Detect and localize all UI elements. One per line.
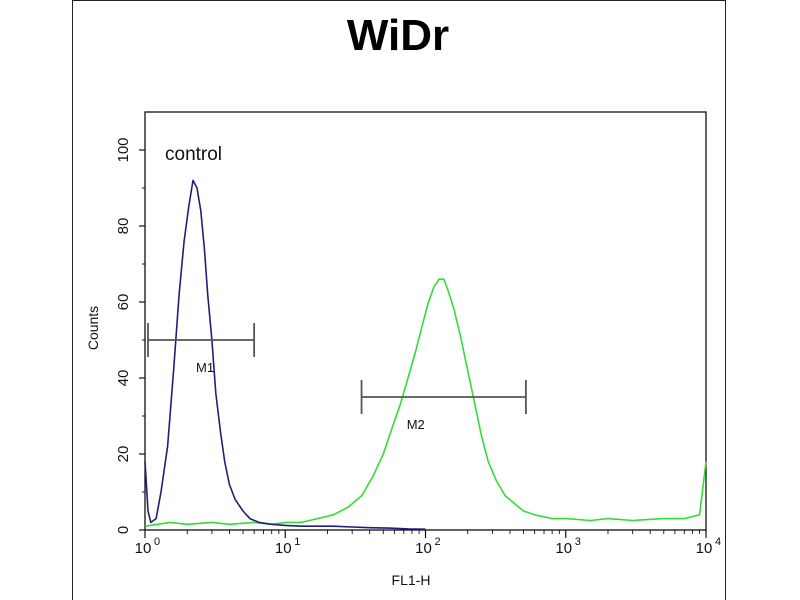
y-axis-label: Counts	[85, 306, 101, 350]
x-tick-label: 10	[135, 540, 152, 557]
y-tick-label: 40	[115, 370, 132, 387]
x-tick-exponent: 1	[294, 536, 300, 548]
histogram-series-line	[144, 278, 707, 527]
histogram-series-line	[144, 179, 426, 530]
x-tick-exponent: 0	[154, 536, 160, 548]
x-tick-exponent: 3	[575, 536, 581, 548]
control-annotation: control	[165, 144, 222, 165]
plot-frame	[144, 111, 707, 531]
x-tick-label: 10	[696, 540, 713, 557]
chart-title: WiDr	[347, 11, 449, 60]
y-tick-label: 100	[115, 137, 132, 162]
y-tick-label: 60	[115, 294, 132, 311]
y-tick-label: 20	[115, 446, 132, 463]
y-tick-label: 80	[115, 218, 132, 235]
figure-frame	[72, 0, 726, 600]
y-tick-label: 0	[115, 526, 132, 534]
x-tick-exponent: 2	[435, 536, 441, 548]
x-tick-label: 10	[275, 540, 292, 557]
x-tick-label: 10	[555, 540, 572, 557]
gate-marker-label: M1	[196, 360, 214, 375]
x-axis-label: FL1-H	[392, 572, 431, 588]
x-tick-label: 10	[415, 540, 432, 557]
x-tick-exponent: 4	[715, 536, 721, 548]
gate-marker-label: M2	[407, 417, 425, 432]
